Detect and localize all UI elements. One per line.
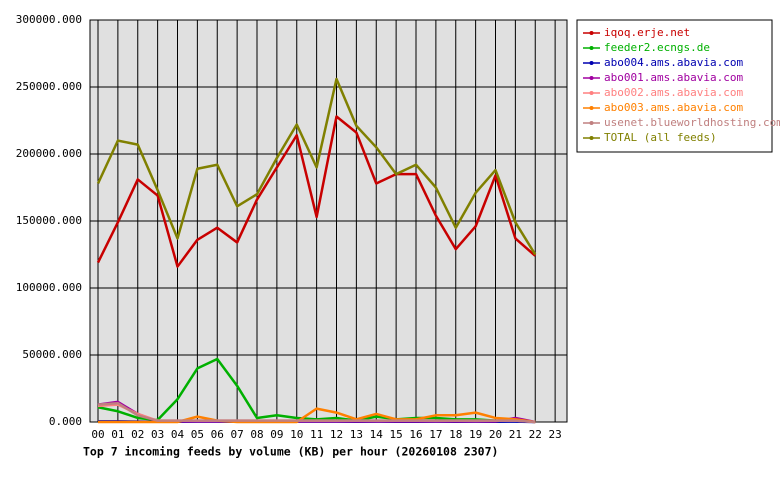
series-line: [98, 407, 536, 424]
legend-marker: [589, 31, 594, 35]
x-tick-label: 23: [549, 428, 562, 441]
legend-marker: [589, 61, 594, 65]
x-tick-label: 06: [211, 428, 224, 441]
y-tick-label: 300000.000: [16, 13, 82, 26]
legend-label: iqoq.erje.net: [604, 26, 690, 39]
legend-box: [576, 19, 773, 153]
legend-label: usenet.blueworldhosting.com: [604, 116, 780, 129]
x-tick-label: 20: [489, 428, 502, 441]
legend-marker: [589, 76, 594, 80]
series-line: [97, 357, 536, 424]
legend-label: abo003.ams.abavia.com: [604, 101, 743, 114]
legend-marker: [589, 121, 594, 125]
x-tick-label: 03: [151, 428, 164, 441]
x-tick-label: 02: [131, 428, 144, 441]
legend-label: TOTAL (all feeds): [604, 131, 717, 144]
x-tick-label: 19: [469, 428, 482, 441]
x-tick-label: 00: [91, 428, 104, 441]
y-tick-label: 0.000: [49, 415, 82, 428]
series-line: [96, 115, 537, 268]
legend-marker: [589, 136, 594, 140]
legend-marker: [589, 106, 594, 110]
series-line: [97, 401, 536, 424]
x-tick-label: 12: [330, 428, 343, 441]
x-tick-label: 11: [310, 428, 323, 441]
legend-label: abo002.ams.abavia.com: [604, 86, 743, 99]
x-tick-label: 18: [449, 428, 462, 441]
x-tick-label: 04: [171, 428, 185, 441]
x-tick-label: 01: [111, 428, 124, 441]
x-tick-label: 21: [509, 428, 522, 441]
legend-label: feeder2.ecngs.de: [604, 41, 710, 54]
y-tick-label: 100000.000: [16, 281, 82, 294]
series-line: [96, 77, 537, 256]
y-tick-label: 50000.000: [22, 348, 82, 361]
legend-marker: [589, 46, 594, 50]
y-tick-label: 150000.000: [16, 214, 82, 227]
legend-marker: [589, 91, 594, 95]
x-tick-label: 15: [390, 428, 403, 441]
x-tick-label: 17: [429, 428, 442, 441]
x-tick-label: 09: [270, 428, 283, 441]
x-tick-label: 16: [409, 428, 422, 441]
chart-title: Top 7 incoming feeds by volume (KB) per …: [83, 445, 498, 459]
legend-label: abo001.ams.abavia.com: [604, 71, 743, 84]
y-tick-label: 250000.000: [16, 80, 82, 93]
x-tick-label: 22: [529, 428, 542, 441]
legend-label: abo004.ams.abavia.com: [604, 56, 743, 69]
x-tick-label: 10: [290, 428, 303, 441]
x-tick-label: 07: [231, 428, 244, 441]
x-tick-label: 05: [191, 428, 204, 441]
x-tick-label: 13: [350, 428, 363, 441]
y-tick-label: 200000.000: [16, 147, 82, 160]
x-tick-label: 14: [370, 428, 384, 441]
x-tick-label: 08: [250, 428, 263, 441]
